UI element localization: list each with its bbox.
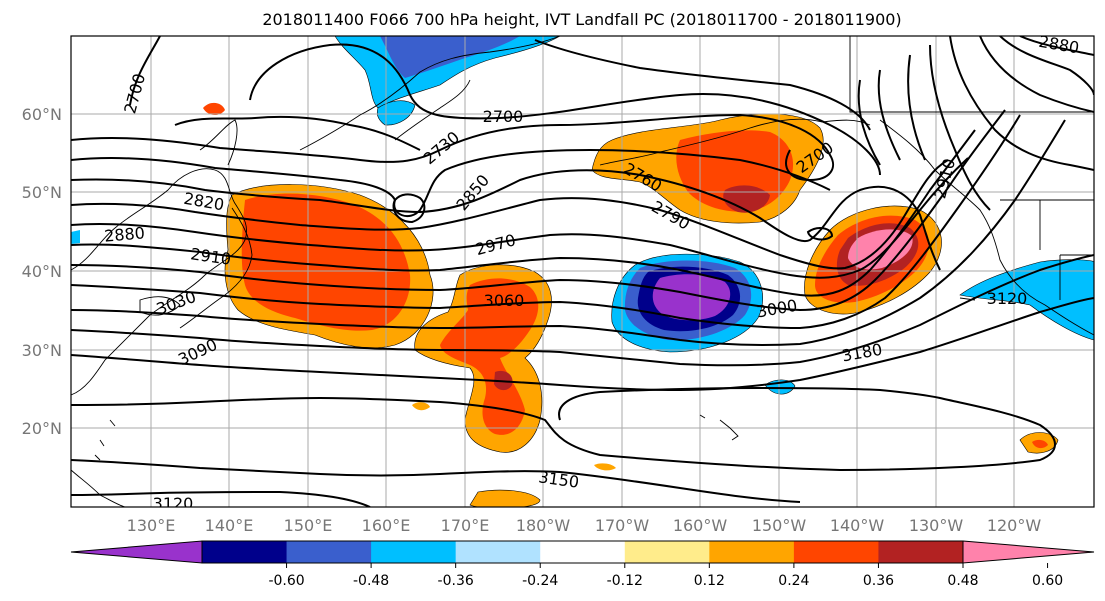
map-frame [70,35,1095,508]
colorbar-segment [371,541,457,563]
colorbar-segment [286,541,372,563]
latitude-labels: 60°N 50°N 40°N 30°N 20°N [22,105,62,438]
colorbar-tick-label: -0.24 [522,573,558,589]
colorbar-segments [70,540,1095,564]
colorbar-tick-label: -0.48 [353,573,389,589]
colorbar-segment [793,541,879,563]
colorbar-tick-label: -0.36 [438,573,474,589]
contour-label: 2880 [103,223,145,245]
coastlines [71,36,1094,507]
map-panel: 2700 2700 2700 2730 2760 2790 2820 2850 … [71,32,1094,513]
colorbar-tick-label: 0.48 [947,573,978,589]
contour-label: 3120 [987,289,1028,308]
ivt-negative-region [380,36,520,78]
colorbar-tick-label: -0.12 [607,573,643,589]
lon-label: 150°E [284,516,333,535]
colorbar-frame [201,540,964,564]
colorbar-segment [709,541,795,563]
ivt-negative-region [376,100,416,126]
colorbar: -0.60 -0.48 -0.36 -0.24 -0.12 0.12 0.24 0.36 0.4… [70,540,1095,589]
colorbar-segment [202,541,288,563]
colorbar-segment [540,541,626,563]
lon-label: 140°W [830,516,885,535]
lon-label: 160°W [673,516,728,535]
colorbar-tick-label: 0.36 [863,573,894,589]
colorbar-tick-label: 0.60 [1032,573,1063,589]
ivt-positive-region [1032,439,1048,449]
colorbar-segment [878,541,964,563]
contour-label: 2880 [1037,32,1080,58]
lat-label: 40°N [22,262,62,281]
longitude-labels: 130°E 140°E 150°E 160°E 170°E 180°W 170°… [127,516,1042,535]
lat-label: 50°N [22,183,62,202]
lon-label: 130°W [909,516,964,535]
height-contours [71,36,1094,507]
lat-label: 20°N [22,419,62,438]
colorbar-extend-max [962,540,1095,564]
colorbar-ticks: -0.60 -0.48 -0.36 -0.24 -0.12 0.12 0.24 0.36 0.4… [268,563,1063,589]
contour-label: 3120 [153,494,194,513]
lon-label: 180°W [516,516,571,535]
contour-label: 3060 [484,291,525,310]
lon-label: 170°E [441,516,490,535]
ivt-positive-region [203,102,225,116]
lon-label: 140°E [205,516,254,535]
lon-label: 120°W [987,516,1042,535]
colorbar-segment [455,541,541,563]
lat-label: 30°N [22,341,62,360]
lat-label: 60°N [22,105,62,124]
map-title: 2018011400 F066 700 hPa height, IVT Land… [262,10,901,29]
lon-label: 150°W [752,516,807,535]
ivt-positive-region [412,402,430,411]
contour-label: 2700 [483,107,524,126]
lon-label: 170°W [595,516,650,535]
lon-label: 130°E [127,516,176,535]
colorbar-tick-label: 0.12 [694,573,725,589]
colorbar-tick-label: 0.24 [778,573,809,589]
ivt-negative-region [652,274,731,321]
colorbar-tick-label: -0.60 [268,573,304,589]
ivt-positive-region [469,489,541,507]
colorbar-segment [624,541,710,563]
ivt-negative-region [71,230,80,244]
ivt-positive-region [241,193,411,331]
colorbar-extend-min [70,540,203,564]
ivt-positive-region [594,463,616,471]
lon-label: 160°E [362,516,411,535]
